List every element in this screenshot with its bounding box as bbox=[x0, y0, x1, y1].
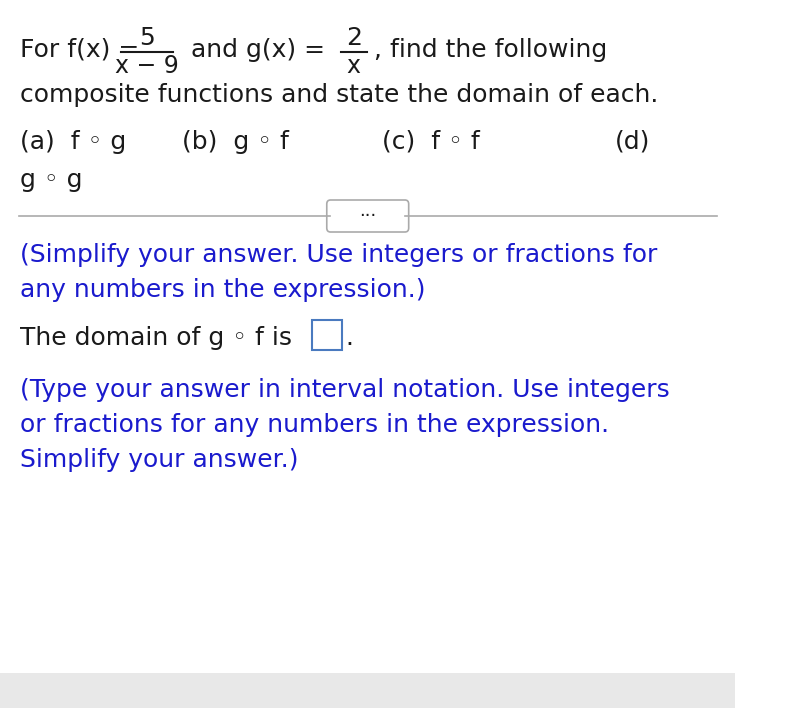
Text: x − 9: x − 9 bbox=[115, 54, 179, 78]
FancyBboxPatch shape bbox=[327, 200, 408, 232]
Text: For f(x) =: For f(x) = bbox=[21, 38, 148, 62]
Text: .: . bbox=[345, 326, 353, 350]
Text: and g(x) =: and g(x) = bbox=[183, 38, 333, 62]
Text: ···: ··· bbox=[359, 207, 376, 225]
Text: Simplify your answer.): Simplify your answer.) bbox=[21, 448, 299, 472]
FancyBboxPatch shape bbox=[312, 320, 341, 350]
Text: (Simplify your answer. Use integers or fractions for: (Simplify your answer. Use integers or f… bbox=[21, 243, 658, 267]
Text: g ◦ g: g ◦ g bbox=[21, 168, 83, 192]
Text: 2: 2 bbox=[346, 26, 362, 50]
Text: 5: 5 bbox=[139, 26, 155, 50]
Text: or fractions for any numbers in the expression.: or fractions for any numbers in the expr… bbox=[21, 413, 610, 437]
Text: (d): (d) bbox=[615, 130, 650, 154]
Text: (b)  g ◦ f: (b) g ◦ f bbox=[182, 130, 288, 154]
Text: (a)  f ◦ g: (a) f ◦ g bbox=[21, 130, 126, 154]
Text: (c)  f ◦ f: (c) f ◦ f bbox=[382, 130, 480, 154]
Text: x: x bbox=[347, 54, 361, 78]
FancyBboxPatch shape bbox=[0, 673, 735, 708]
Text: The domain of g ◦ f is: The domain of g ◦ f is bbox=[21, 326, 292, 350]
Text: (Type your answer in interval notation. Use integers: (Type your answer in interval notation. … bbox=[21, 378, 670, 402]
Text: any numbers in the expression.): any numbers in the expression.) bbox=[21, 278, 426, 302]
Text: composite functions and state the domain of each.: composite functions and state the domain… bbox=[21, 83, 659, 107]
Text: , find the following: , find the following bbox=[374, 38, 608, 62]
